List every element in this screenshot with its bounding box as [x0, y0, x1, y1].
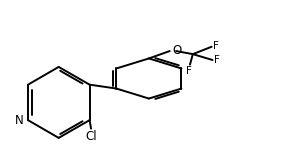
- Text: Cl: Cl: [85, 130, 97, 143]
- Text: F: F: [186, 66, 192, 76]
- Text: O: O: [172, 44, 181, 57]
- Text: F: F: [214, 55, 220, 65]
- Text: F: F: [213, 41, 219, 51]
- Text: N: N: [15, 114, 23, 127]
